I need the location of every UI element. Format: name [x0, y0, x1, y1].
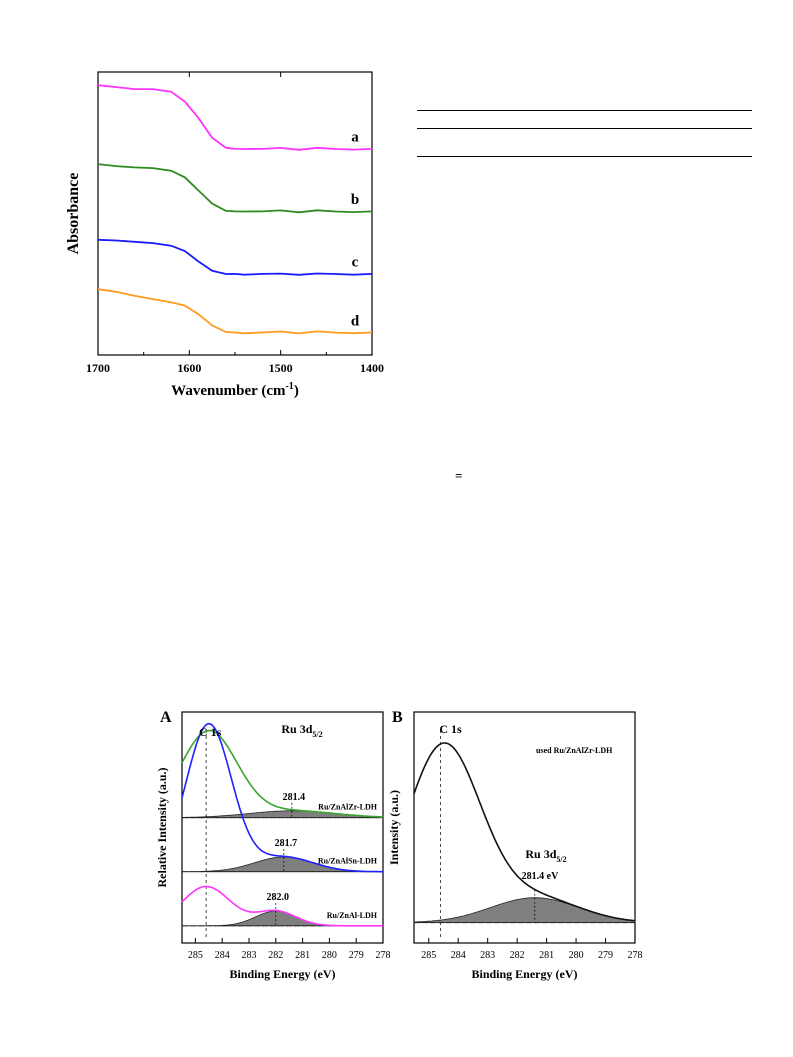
x-tick-label: 278 [628, 950, 643, 961]
ru-3d-label: Ru 3d5/2 [525, 847, 566, 864]
x-tick-label: 1700 [86, 361, 110, 375]
x-axis-label: Binding Energy (eV) [229, 967, 335, 981]
series-label-b: b [351, 192, 359, 208]
series-line-d [97, 288, 373, 335]
x-tick-label: 284 [451, 950, 466, 961]
x-tick-label: 279 [349, 950, 364, 961]
plot-frame [413, 711, 636, 944]
ru-component-area [413, 897, 636, 923]
x-tick-label: 281 [295, 950, 310, 961]
envelope-line [181, 885, 383, 927]
x-axis-label: Wavenumber (cm-1) [171, 381, 299, 399]
table-bottom-rule [417, 156, 752, 157]
plot-frame [181, 711, 384, 944]
y-axis-label: Relative Intensity (a.u.) [155, 768, 169, 888]
x-tick-label: 279 [598, 950, 613, 961]
ru-peak-label: 281.4 eV [522, 871, 559, 882]
x-tick-label: 285 [421, 950, 436, 961]
x-tick-label: 282 [510, 950, 525, 961]
x-tick-label: 285 [188, 950, 203, 961]
series-line-b [97, 163, 373, 214]
sample-label: Ru/ZnAl-LDH [327, 911, 378, 920]
sample-label: Ru/ZnAlZr-LDH [318, 803, 378, 812]
series-label-c: c [352, 255, 359, 271]
x-tick-label: 284 [215, 950, 230, 961]
x-tick-label: 281 [539, 950, 554, 961]
ru-peak-label: 281.4 [283, 792, 306, 803]
ru-peak-label: 282.0 [267, 892, 290, 903]
y-axis-label: Intensity (a.u.) [387, 790, 401, 865]
sample-label: Ru/ZnAlSn-LDH [318, 857, 378, 866]
x-tick-label: 283 [480, 950, 495, 961]
x-tick-label: 1600 [177, 361, 201, 375]
x-tick-label: 280 [322, 950, 337, 961]
series-line-c [97, 238, 373, 276]
series-label-a: a [351, 130, 359, 146]
x-axis-label: Binding Energy (eV) [471, 967, 577, 981]
sample-label: used Ru/ZnAlZr-LDH [536, 746, 613, 755]
x-tick-label: 278 [376, 950, 391, 961]
x-tick-label: 1500 [269, 361, 293, 375]
equals-sign: = [455, 468, 463, 483]
series-label-d: d [351, 313, 360, 329]
table-top-rule [417, 110, 752, 111]
table-header-rule [417, 128, 752, 129]
envelope-line [413, 742, 636, 922]
y-axis-label: Absorbance [65, 173, 82, 255]
panel-label: B [392, 709, 403, 726]
envelope-line [181, 729, 384, 818]
ru-peak-label: 281.7 [275, 838, 298, 849]
c1s-label: C 1s [199, 725, 222, 739]
envelope-line [181, 722, 383, 873]
ru-3d-label: Ru 3d5/2 [281, 722, 322, 739]
c1s-label: C 1s [439, 722, 462, 736]
series-line-a [97, 84, 373, 151]
x-tick-label: 1400 [360, 361, 384, 375]
ir-spectra-chart: 1700 1600 1500 1400 Wavenumber (cm-1) Absorba… [65, 71, 384, 399]
x-tick-label: 283 [242, 950, 257, 961]
x-tick-label: 282 [268, 950, 283, 961]
panel-label: A [160, 709, 172, 726]
x-tick-label: 280 [569, 950, 584, 961]
